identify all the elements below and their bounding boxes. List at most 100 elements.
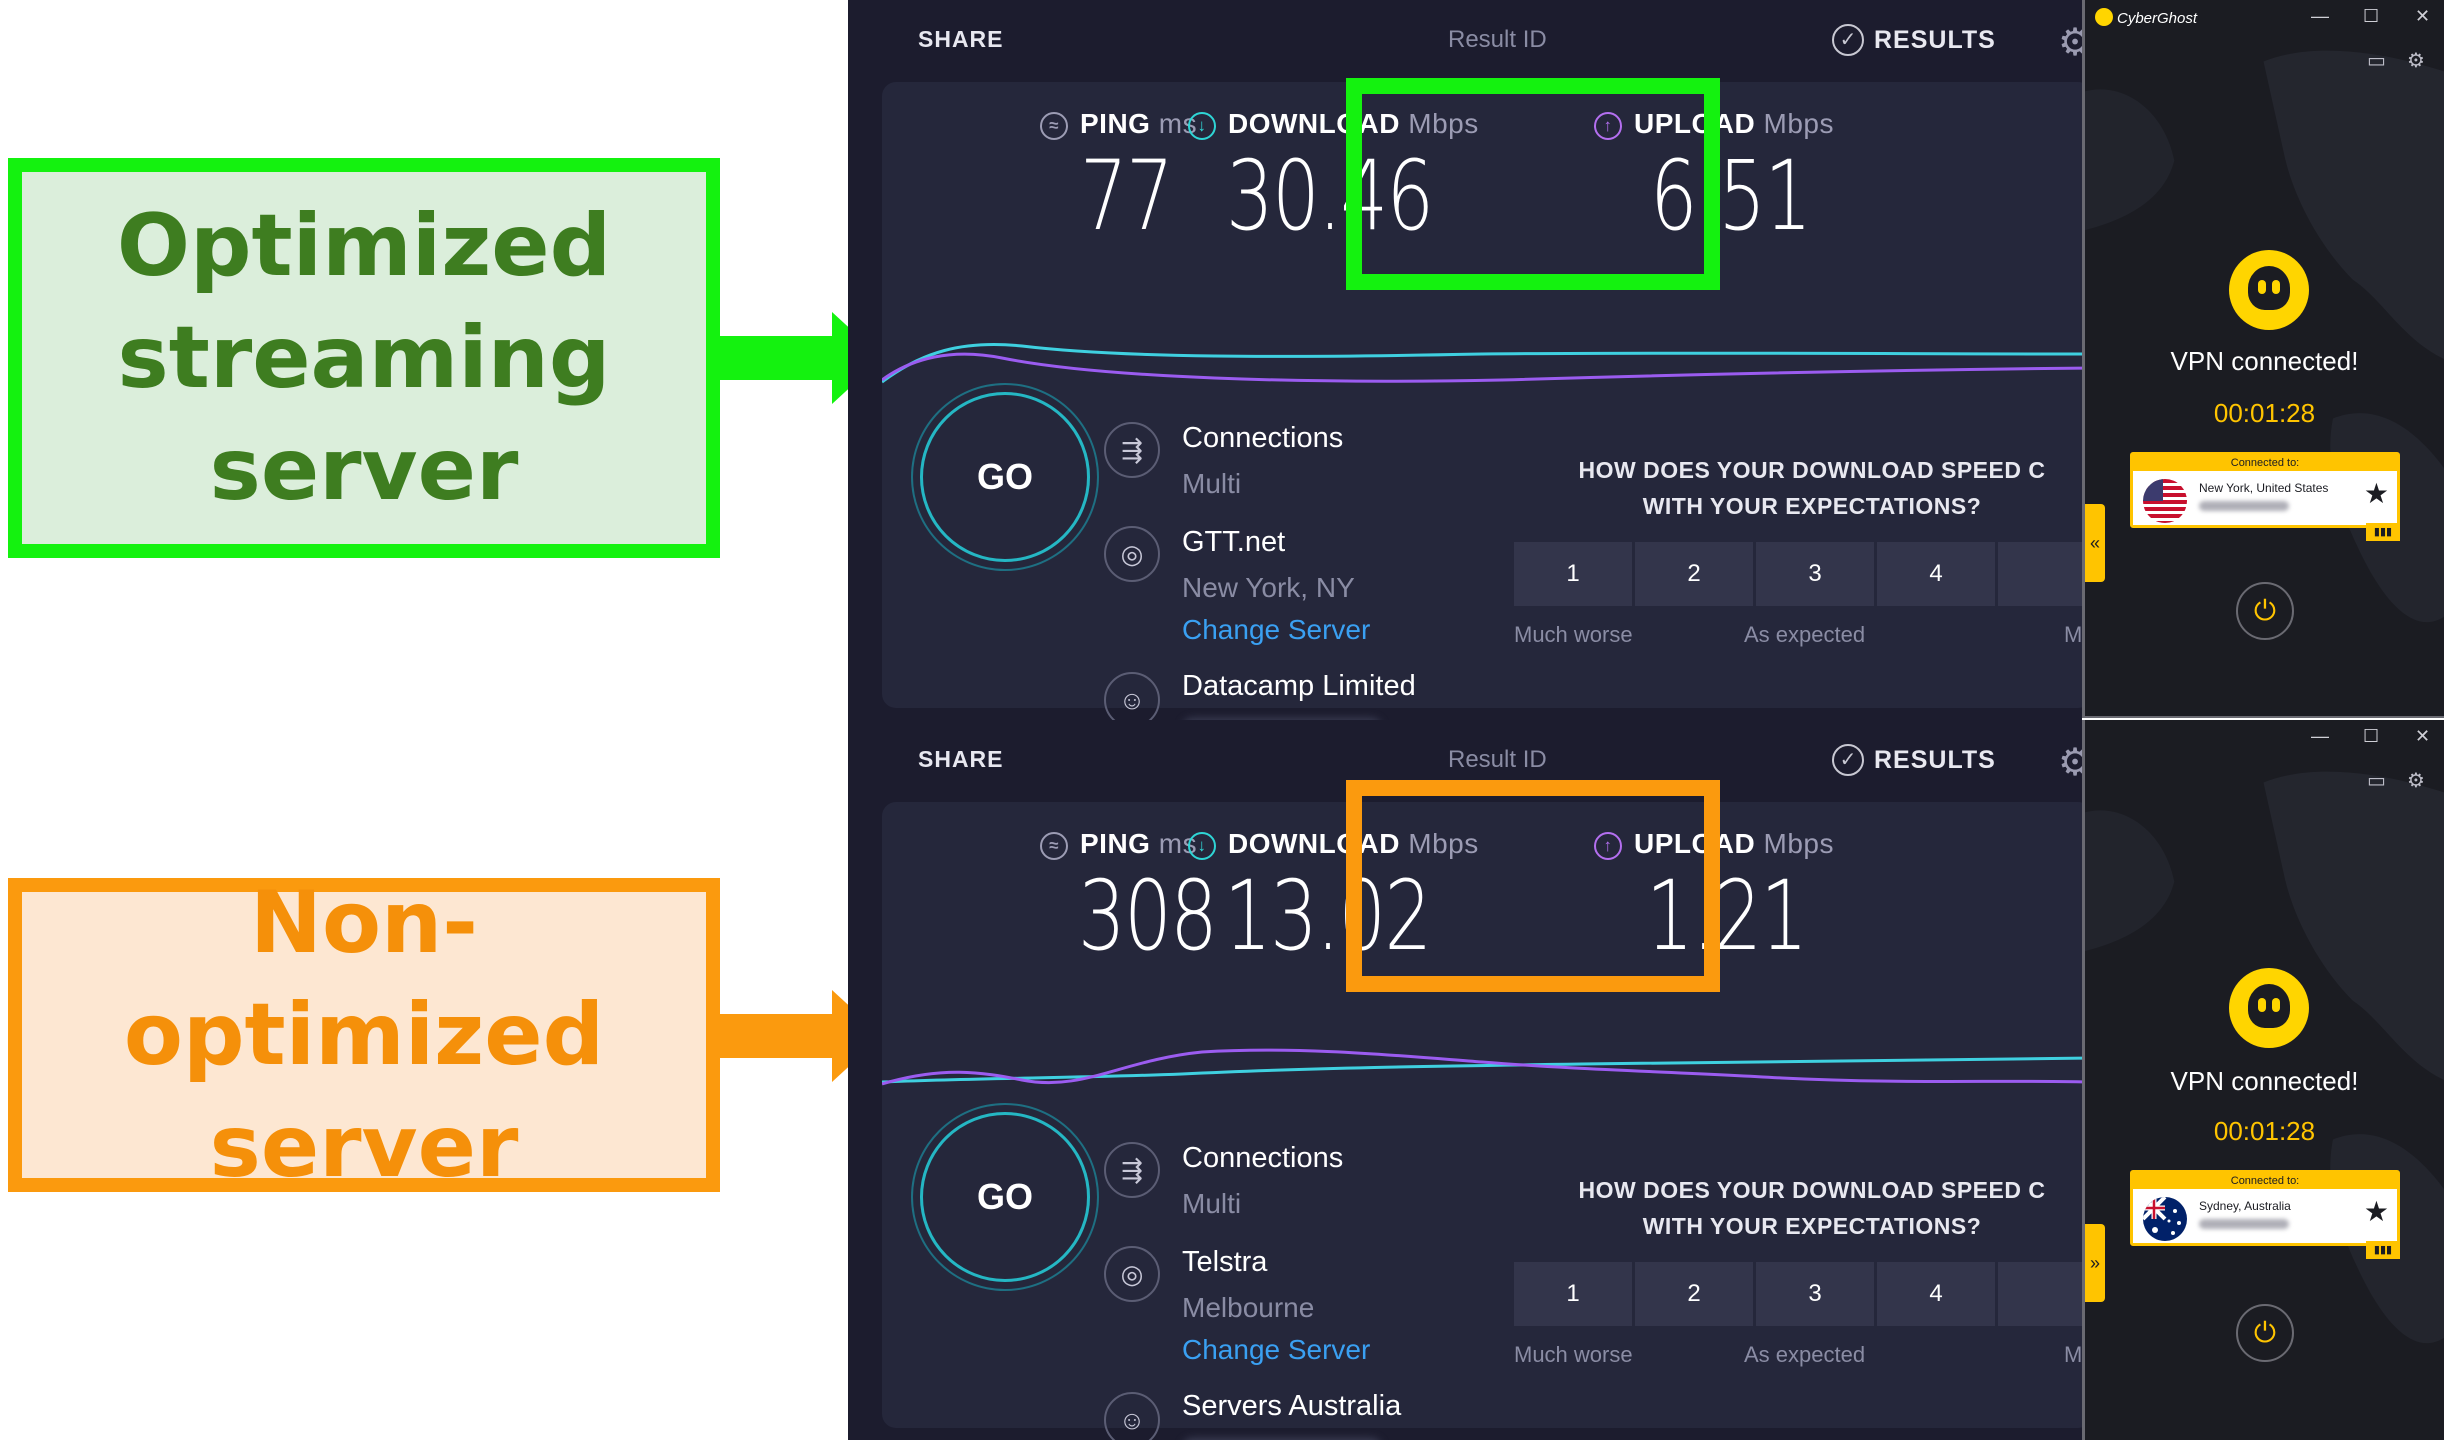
ping-icon: ≈ bbox=[1040, 112, 1068, 140]
upload-value: 6.51 bbox=[1650, 140, 1812, 252]
user-icon: ☺ bbox=[1104, 1392, 1160, 1440]
download-arrow-icon: ↓ bbox=[1188, 832, 1216, 860]
download-highlight-green bbox=[1346, 78, 1720, 290]
rating-button-4[interactable]: 4 bbox=[1877, 1262, 1995, 1326]
host-name: Datacamp Limited bbox=[1182, 670, 1416, 702]
connected-server-card[interactable]: Connected to: Sydney, Australia ★ ▮▮▮ bbox=[2130, 1170, 2400, 1259]
results-button[interactable]: RESULTS bbox=[1874, 746, 1996, 774]
result-card: ≈ PING ms 77 ↓ DOWNLOAD Mbps 30.46 ↑ UPLOAD… bbox=[882, 82, 2082, 720]
minimize-icon[interactable]: — bbox=[2311, 726, 2329, 746]
isp-name: GTT.net bbox=[1182, 526, 1286, 558]
download-arrow-icon: ↓ bbox=[1188, 112, 1216, 140]
rating-button-5[interactable] bbox=[1998, 1262, 2082, 1326]
signal-bars-icon: ▮▮▮ bbox=[2366, 523, 2400, 541]
close-icon[interactable]: ✕ bbox=[2415, 6, 2431, 26]
globe-icon: ◎ bbox=[1104, 1246, 1160, 1302]
server-ip-blurred bbox=[2199, 501, 2289, 511]
favorite-star-icon[interactable]: ★ bbox=[2363, 478, 2389, 509]
power-button[interactable]: ⏻ bbox=[2236, 582, 2294, 640]
connection-timer: 00:01:28 bbox=[2213, 1116, 2316, 1146]
message-icon[interactable]: ▭ bbox=[2367, 770, 2386, 792]
result-card: ≈ PING ms 308 ↓ DOWNLOAD Mbps 13.02 ↑ UPLOA… bbox=[882, 802, 2082, 1440]
connections-icon: ⇶ bbox=[1104, 422, 1160, 478]
ping-icon: ≈ bbox=[1040, 832, 1068, 860]
globe-icon: ◎ bbox=[1104, 526, 1160, 582]
ghost-icon bbox=[2229, 250, 2309, 330]
upload-label: ↑ UPLOAD Mbps bbox=[1594, 828, 1834, 860]
results-button[interactable]: RESULTS bbox=[1874, 26, 1996, 54]
change-server-link[interactable]: Change Server bbox=[1182, 1334, 1371, 1365]
rating-button-1[interactable]: 1 bbox=[1514, 542, 1632, 606]
connections-value: Multi bbox=[1182, 468, 1242, 499]
download-label: ↓ DOWNLOAD Mbps bbox=[1188, 108, 1479, 140]
rating-button-4[interactable]: 4 bbox=[1877, 542, 1995, 606]
change-server-link[interactable]: Change Server bbox=[1182, 614, 1371, 645]
close-icon[interactable]: ✕ bbox=[2415, 726, 2431, 746]
ghost-icon bbox=[2229, 968, 2309, 1048]
download-label: ↓ DOWNLOAD Mbps bbox=[1188, 828, 1479, 860]
download-highlight-orange bbox=[1346, 780, 1720, 992]
speedtest-result-bottom: SHARE Result ID ✓ RESULTS ⚙ ≈ PING ms 308… bbox=[848, 720, 2082, 1440]
connections-label: Connections bbox=[1182, 1142, 1344, 1174]
connected-to-label: Connected to: bbox=[2133, 455, 2397, 471]
minimize-icon[interactable]: — bbox=[2311, 6, 2329, 26]
go-button[interactable]: GO bbox=[920, 1112, 1090, 1282]
cyberghost-window-top: CyberGhost — ☐ ✕ ▭ ⚙ VPN connected! 00:0… bbox=[2082, 0, 2444, 718]
non-optimized-label-box: Non-optimized server bbox=[8, 873, 720, 1197]
result-toolbar: SHARE Result ID ✓ RESULTS ⚙ bbox=[848, 720, 2082, 800]
share-button[interactable]: SHARE bbox=[918, 746, 1004, 772]
isp-location: New York, NY bbox=[1182, 572, 1355, 603]
ip-address-blurred bbox=[1182, 1438, 1382, 1440]
check-circle-icon: ✓ bbox=[1832, 744, 1864, 776]
gear-icon[interactable]: ⚙ bbox=[2058, 22, 2082, 64]
favorite-star-icon[interactable]: ★ bbox=[2363, 1196, 2389, 1227]
server-ip-blurred bbox=[2199, 1219, 2289, 1229]
server-location: New York, United States bbox=[2199, 481, 2329, 495]
share-button[interactable]: SHARE bbox=[918, 26, 1004, 52]
rating-mid-label: As expected bbox=[1744, 1342, 1866, 1367]
server-location: Sydney, Australia bbox=[2199, 1199, 2291, 1213]
isp-location: Melbourne bbox=[1182, 1292, 1315, 1323]
connections-value: Multi bbox=[1182, 1188, 1242, 1219]
rating-low-label: Much worse bbox=[1514, 1342, 1633, 1367]
result-id-label: Result ID bbox=[1448, 746, 1547, 773]
ip-address-blurred bbox=[1182, 718, 1382, 720]
speed-graph bbox=[882, 1048, 2082, 1086]
power-button[interactable]: ⏻ bbox=[2236, 1304, 2294, 1362]
settings-gear-icon[interactable]: ⚙ bbox=[2407, 770, 2425, 792]
rating-button-2[interactable]: 2 bbox=[1635, 1262, 1753, 1326]
rating-button-1[interactable]: 1 bbox=[1514, 1262, 1632, 1326]
host-name: Servers Australia bbox=[1182, 1390, 1402, 1422]
rating-button-3[interactable]: 3 bbox=[1756, 542, 1874, 606]
connections-label: Connections bbox=[1182, 422, 1344, 454]
rating-high-label: M bbox=[2064, 1342, 2082, 1367]
upload-value: 1.21 bbox=[1646, 860, 1808, 972]
message-icon[interactable]: ▭ bbox=[2367, 50, 2386, 72]
collapse-tab[interactable]: » bbox=[2085, 1224, 2105, 1302]
ping-value: 77 bbox=[1080, 140, 1174, 252]
connection-timer: 00:01:28 bbox=[2213, 398, 2316, 428]
maximize-icon[interactable]: ☐ bbox=[2363, 6, 2380, 26]
rating-button-3[interactable]: 3 bbox=[1756, 1262, 1874, 1326]
settings-gear-icon[interactable]: ⚙ bbox=[2407, 50, 2425, 72]
result-id-label: Result ID bbox=[1448, 26, 1547, 53]
us-flag-icon bbox=[2143, 479, 2187, 523]
connected-server-card[interactable]: Connected to: New York, United States ★ … bbox=[2130, 452, 2400, 541]
cyberghost-window-bottom: — ☐ ✕ ▭ ⚙ VPN connected! 00:01:28 Connec… bbox=[2082, 720, 2444, 1440]
user-icon: ☺ bbox=[1104, 672, 1160, 720]
gear-icon[interactable]: ⚙ bbox=[2058, 742, 2082, 784]
upload-arrow-icon: ↑ bbox=[1594, 832, 1622, 860]
australia-flag-icon bbox=[2143, 1197, 2187, 1241]
ping-label: ≈ PING ms bbox=[1040, 108, 1197, 140]
rating-button-5[interactable] bbox=[1998, 542, 2082, 606]
connections-icon: ⇶ bbox=[1104, 1142, 1160, 1198]
result-toolbar: SHARE Result ID ✓ RESULTS ⚙ bbox=[848, 0, 2082, 80]
maximize-icon[interactable]: ☐ bbox=[2363, 726, 2380, 746]
rating-button-2[interactable]: 2 bbox=[1635, 542, 1753, 606]
rating-mid-label: As expected bbox=[1744, 622, 1866, 647]
optimized-label-box: Optimized streaming server bbox=[8, 158, 720, 558]
expand-tab[interactable]: « bbox=[2085, 504, 2105, 582]
expectation-question: HOW DOES YOUR DOWNLOAD SPEED C WITH YOUR… bbox=[1578, 457, 2046, 519]
download-value: 30.46 bbox=[1226, 140, 1434, 252]
go-button[interactable]: GO bbox=[920, 392, 1090, 562]
